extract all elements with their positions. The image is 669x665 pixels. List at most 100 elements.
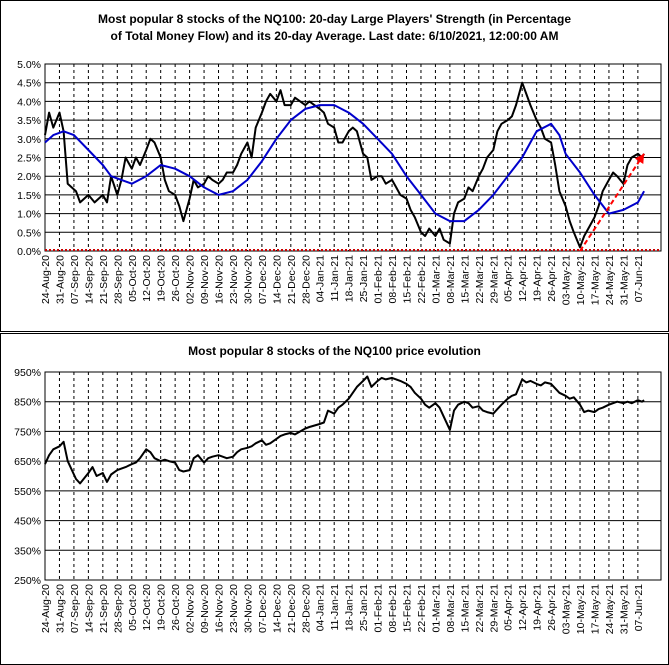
strength-y-tick-label: 1.5% [17, 190, 41, 202]
price-x-tick-label: 08-Feb-21 [387, 584, 399, 633]
strength-x-tick-label: 03-May-21 [561, 255, 573, 305]
price-x-tick-label: 29-Mar-21 [488, 584, 500, 633]
price-x-tick-label: 30-Nov-20 [242, 584, 254, 633]
strength-y-tick-label: 4.0% [17, 96, 41, 108]
price-chart-svg: 250% 350% 450% 550% 650% 750% 850% 950% 24-Aug-2… [14, 367, 662, 634]
strength-x-tick-label: 04-Jan-21 [315, 255, 327, 302]
strength-x-tick-label: 28-Dec-20 [300, 255, 312, 304]
strength-x-tick-label: 21-Sep-20 [98, 255, 110, 304]
price-x-tick-label: 07-Dec-20 [257, 584, 269, 633]
price-x-tick-label: 05-Apr-21 [503, 584, 515, 631]
strength-x-tick-label: 30-Nov-20 [242, 255, 254, 304]
price-y-tick-label: 750% [14, 426, 41, 438]
price-y-tick-label: 250% [14, 575, 41, 587]
strength-x-tick-label: 10-May-21 [575, 255, 587, 305]
strength-x-tick-label: 12-Oct-20 [141, 255, 153, 302]
strength-x-tick-label: 29-Mar-21 [488, 255, 500, 304]
strength-trend-arrow-head [634, 153, 645, 165]
price-x-tick-label: 21-Sep-20 [98, 584, 110, 633]
strength-chart-title-line-1: Most popular 8 stocks of the NQ100: 20-d… [98, 12, 571, 26]
strength-chart-title: Most popular 8 stocks of the NQ100: 20-d… [1, 11, 668, 45]
price-x-tick-label: 04-Jan-21 [315, 584, 327, 631]
strength-y-tick-label: 3.5% [17, 115, 41, 127]
strength-x-tick-label: 14-Dec-20 [271, 255, 283, 304]
strength-x-tick-label: 24-May-21 [604, 255, 616, 305]
strength-x-tick-label: 07-Jun-21 [633, 255, 645, 302]
strength-series-1-line [44, 104, 645, 223]
strength-x-tick-label: 01-Mar-21 [430, 255, 442, 304]
price-x-tick-label: 31-Aug-20 [54, 584, 66, 633]
strength-grid: 0.0% 0.5% 1.0% 1.5% 2.0% 2.5% 3.0% 3.5% 4.0% 4.5%… [17, 59, 661, 305]
strength-x-tick-label: 08-Feb-21 [387, 255, 399, 304]
strength-x-tick-label: 23-Nov-20 [228, 255, 240, 304]
price-y-tick-label: 550% [14, 486, 41, 498]
price-x-tick-label: 22-Mar-21 [474, 584, 486, 633]
strength-y-tick-label: 1.0% [17, 209, 41, 221]
strength-x-tick-label: 09-Nov-20 [199, 255, 211, 304]
price-plot-frame [44, 371, 662, 581]
price-x-tick-label: 31-May-21 [618, 584, 630, 634]
strength-x-tick-label: 08-Mar-21 [445, 255, 457, 304]
price-x-tick-label: 14-Dec-20 [271, 584, 283, 633]
strength-y-tick-label: 4.5% [17, 78, 41, 90]
price-y-tick-label: 850% [14, 397, 41, 409]
price-x-tick-label: 28-Sep-20 [112, 584, 124, 633]
strength-x-tick-label: 16-Nov-20 [214, 255, 226, 304]
strength-x-tick-label: 17-May-21 [589, 255, 601, 305]
price-x-tick-label: 01-Feb-21 [373, 584, 385, 633]
price-x-tick-label: 07-Jun-21 [633, 584, 645, 631]
strength-x-tick-label: 22-Mar-21 [474, 255, 486, 304]
strength-x-tick-label: 05-Apr-21 [503, 255, 515, 302]
strength-x-tick-label: 24-Aug-20 [40, 255, 52, 304]
price-x-tick-label: 09-Nov-20 [199, 584, 211, 633]
price-x-tick-label: 17-May-21 [589, 584, 601, 634]
price-x-tick-label: 12-Oct-20 [141, 584, 153, 631]
strength-x-tick-label: 02-Nov-20 [185, 255, 197, 304]
strength-chart-svg: 0.0% 0.5% 1.0% 1.5% 2.0% 2.5% 3.0% 3.5% 4.0% 4.5%… [17, 59, 662, 305]
strength-x-tick-label: 26-Apr-21 [546, 255, 558, 302]
price-x-tick-label: 28-Dec-20 [300, 584, 312, 633]
price-x-tick-label: 26-Apr-21 [546, 584, 558, 631]
strength-x-tick-label: 07-Sep-20 [69, 255, 81, 304]
price-x-tick-label: 23-Nov-20 [228, 584, 240, 633]
strength-x-tick-label: 28-Sep-20 [112, 255, 124, 304]
strength-trend-arrow-line [579, 153, 645, 252]
strength-x-tick-label: 07-Dec-20 [257, 255, 269, 304]
strength-y-tick-label: 2.5% [17, 153, 41, 165]
price-y-tick-label: 950% [14, 367, 41, 379]
strength-x-tick-label: 31-May-21 [618, 255, 630, 305]
price-chart-panel: Most popular 8 stocks of the NQ100 price… [0, 333, 669, 665]
price-x-tick-label: 19-Oct-20 [156, 584, 168, 631]
price-x-tick-label: 24-Aug-20 [40, 584, 52, 633]
price-x-tick-label: 22-Feb-21 [416, 584, 428, 633]
price-x-tick-label: 24-May-21 [604, 584, 616, 634]
price-x-tick-label: 21-Dec-20 [286, 584, 298, 633]
price-x-tick-label: 14-Sep-20 [83, 584, 95, 633]
strength-x-tick-label: 15-Mar-21 [459, 255, 471, 304]
strength-x-tick-label: 11-Jan-21 [329, 255, 341, 302]
strength-chart-panel: Most popular 8 stocks of the NQ100: 20-d… [0, 0, 669, 332]
price-x-tick-label: 26-Oct-20 [170, 584, 182, 631]
strength-series-0-line [44, 81, 645, 249]
strength-x-tick-label: 12-Apr-21 [517, 255, 529, 302]
strength-x-tick-label: 21-Dec-20 [286, 255, 298, 304]
strength-x-tick-label: 25-Jan-21 [358, 255, 370, 302]
price-x-tick-label: 08-Mar-21 [445, 584, 457, 633]
strength-x-tick-label: 05-Oct-20 [127, 255, 139, 302]
strength-x-tick-label: 22-Feb-21 [416, 255, 428, 304]
price-x-tick-label: 15-Mar-21 [459, 584, 471, 633]
strength-y-tick-label: 3.0% [17, 134, 41, 146]
strength-x-tick-label: 14-Sep-20 [83, 255, 95, 304]
strength-x-tick-label: 18-Jan-21 [344, 255, 356, 302]
price-x-tick-label: 18-Jan-21 [344, 584, 356, 631]
price-x-tick-label: 11-Jan-21 [329, 584, 341, 631]
price-y-tick-label: 650% [14, 456, 41, 468]
price-x-tick-label: 03-May-21 [561, 584, 573, 634]
price-x-tick-label: 10-May-21 [575, 584, 587, 634]
strength-x-tick-label: 15-Feb-21 [402, 255, 414, 304]
price-x-tick-label: 05-Oct-20 [127, 584, 139, 631]
strength-y-tick-label: 2.0% [17, 171, 41, 183]
price-x-tick-label: 25-Jan-21 [358, 584, 370, 631]
strength-x-tick-label: 19-Oct-20 [156, 255, 168, 302]
strength-y-tick-label: 5.0% [17, 59, 41, 71]
